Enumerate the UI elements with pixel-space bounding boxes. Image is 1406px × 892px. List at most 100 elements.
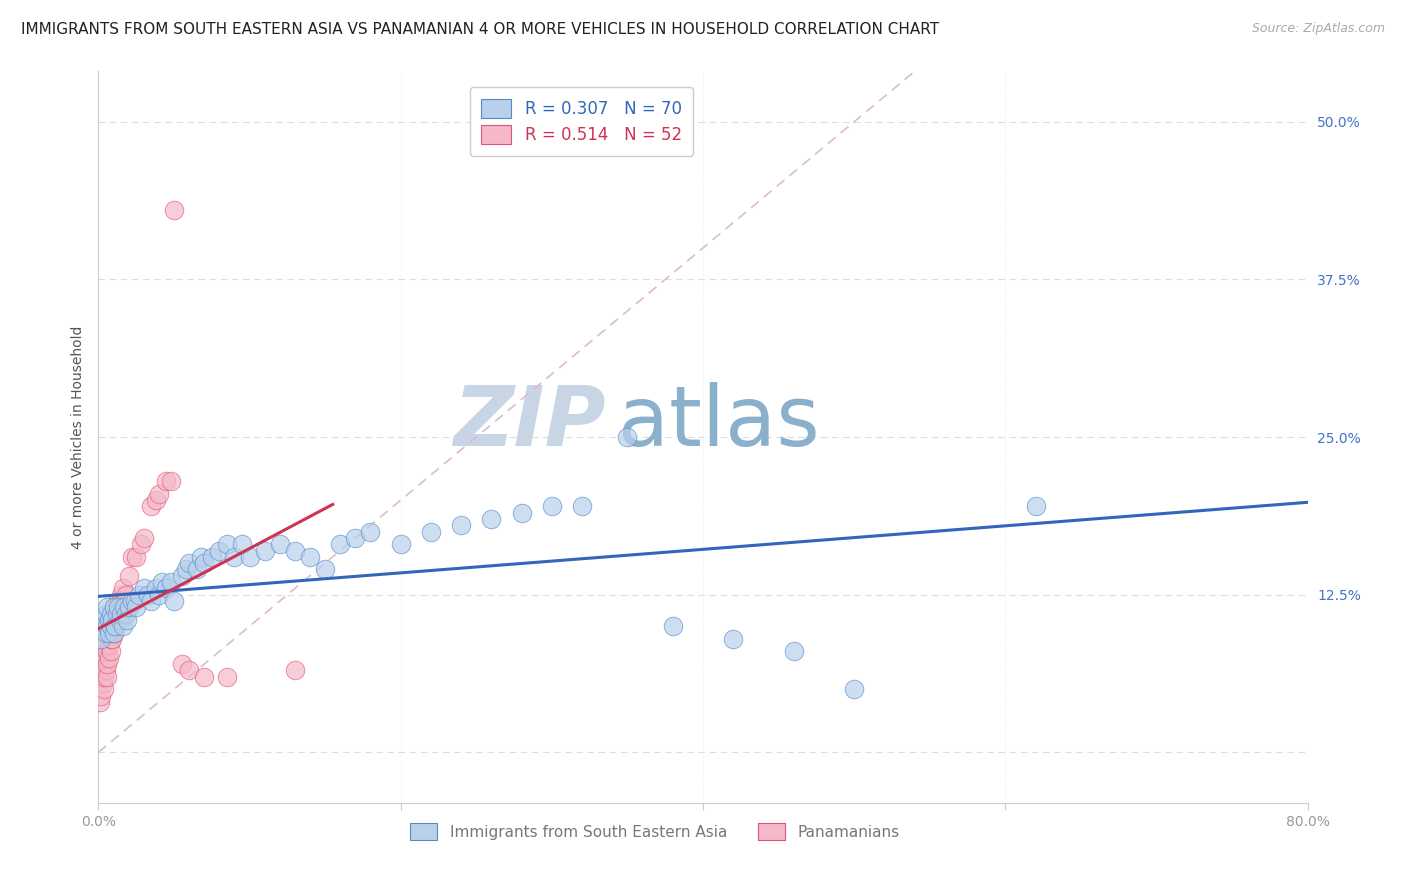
Point xyxy=(100,619,122,633)
Point xyxy=(98,625,121,640)
Point xyxy=(112,600,135,615)
Point xyxy=(186,562,208,576)
Point xyxy=(163,594,186,608)
Point xyxy=(224,549,246,564)
Point xyxy=(129,537,152,551)
Point xyxy=(103,600,125,615)
Point xyxy=(179,664,201,678)
Text: IMMIGRANTS FROM SOUTH EASTERN ASIA VS PANAMANIAN 4 OR MORE VEHICLES IN HOUSEHOLD: IMMIGRANTS FROM SOUTH EASTERN ASIA VS PA… xyxy=(21,22,939,37)
Point xyxy=(101,613,124,627)
Point xyxy=(299,549,322,564)
Point xyxy=(103,625,125,640)
Point xyxy=(616,430,638,444)
Point xyxy=(571,500,593,514)
Point xyxy=(148,588,170,602)
Point xyxy=(284,664,307,678)
Y-axis label: 4 or more Vehicles in Household: 4 or more Vehicles in Household xyxy=(72,326,86,549)
Point xyxy=(163,203,186,218)
Point xyxy=(100,644,122,658)
Point xyxy=(96,619,118,633)
Point xyxy=(115,613,138,627)
Point xyxy=(193,556,215,570)
Point xyxy=(107,600,129,615)
Point xyxy=(91,676,114,690)
Point xyxy=(93,670,115,684)
Point xyxy=(114,588,136,602)
Point xyxy=(94,625,117,640)
Point xyxy=(215,537,238,551)
Point xyxy=(253,543,276,558)
Point xyxy=(132,582,155,596)
Point xyxy=(174,562,197,576)
Point xyxy=(128,588,150,602)
Point xyxy=(239,549,262,564)
Point xyxy=(124,594,146,608)
Point xyxy=(125,600,148,615)
Point xyxy=(104,619,127,633)
Point xyxy=(103,613,125,627)
Point xyxy=(155,582,177,596)
Point xyxy=(450,518,472,533)
Point xyxy=(107,594,129,608)
Point xyxy=(121,549,143,564)
Point xyxy=(89,695,111,709)
Point xyxy=(118,569,141,583)
Point xyxy=(215,670,238,684)
Point xyxy=(98,625,121,640)
Point xyxy=(661,619,683,633)
Point xyxy=(112,594,135,608)
Point xyxy=(155,474,177,488)
Point xyxy=(101,619,124,633)
Point xyxy=(1024,500,1046,514)
Point xyxy=(108,613,131,627)
Point xyxy=(96,644,118,658)
Point xyxy=(269,537,291,551)
Point xyxy=(110,588,132,602)
Point xyxy=(125,549,148,564)
Point xyxy=(783,644,806,658)
Point xyxy=(107,607,129,621)
Point xyxy=(193,670,215,684)
Point xyxy=(101,632,124,646)
Point xyxy=(105,613,128,627)
Point xyxy=(90,670,112,684)
Point xyxy=(420,524,443,539)
Point xyxy=(389,537,412,551)
Point xyxy=(344,531,367,545)
Text: atlas: atlas xyxy=(619,382,820,463)
Text: Source: ZipAtlas.com: Source: ZipAtlas.com xyxy=(1251,22,1385,36)
Point xyxy=(132,531,155,545)
Point xyxy=(121,594,143,608)
Point xyxy=(111,582,134,596)
Point xyxy=(110,607,132,621)
Text: ZIP: ZIP xyxy=(454,382,606,463)
Point xyxy=(329,537,352,551)
Point xyxy=(96,600,118,615)
Point xyxy=(208,543,231,558)
Point xyxy=(103,600,125,615)
Point xyxy=(141,594,163,608)
Point xyxy=(111,619,134,633)
Point xyxy=(94,650,117,665)
Point xyxy=(104,619,127,633)
Point xyxy=(93,682,115,697)
Point xyxy=(94,638,117,652)
Point xyxy=(190,549,212,564)
Point xyxy=(284,543,307,558)
Point xyxy=(201,549,224,564)
Point xyxy=(91,619,114,633)
Point xyxy=(510,506,533,520)
Point xyxy=(98,638,121,652)
Point xyxy=(103,625,125,640)
Point xyxy=(98,613,121,627)
Point xyxy=(114,607,136,621)
Point xyxy=(141,500,163,514)
Point xyxy=(94,607,117,621)
Point xyxy=(314,562,336,576)
Point xyxy=(91,657,114,671)
Point xyxy=(145,582,167,596)
Point xyxy=(100,632,122,646)
Point xyxy=(104,607,127,621)
Point xyxy=(160,474,183,488)
Point xyxy=(96,670,118,684)
